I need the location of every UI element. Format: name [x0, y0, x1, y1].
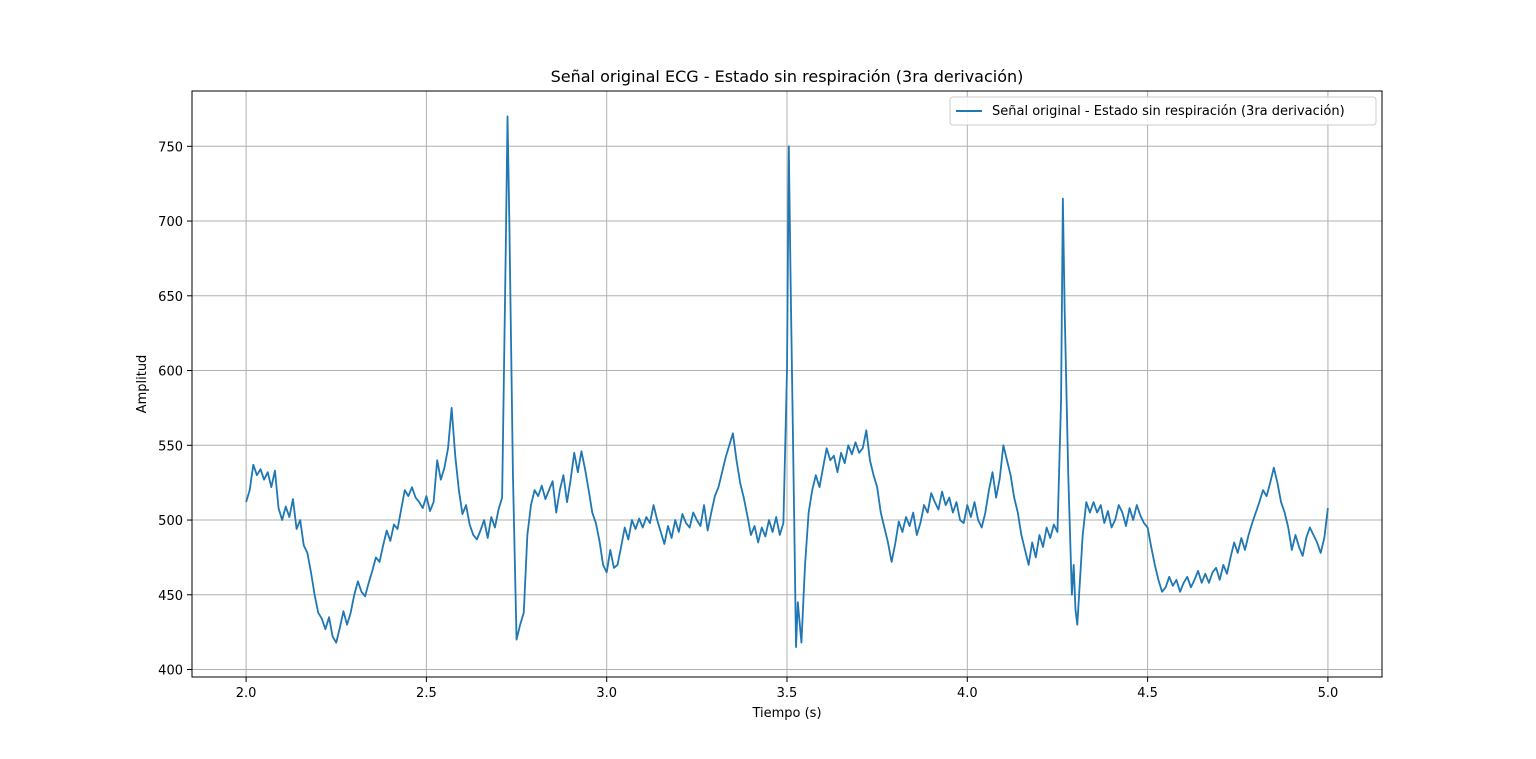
legend-label: Señal original - Estado sin respiración … [992, 104, 1345, 119]
y-tick-label: 500 [158, 514, 183, 529]
y-tick-label: 450 [158, 589, 183, 604]
x-tick-label: 2.0 [236, 686, 257, 701]
y-tick-label: 750 [158, 140, 183, 155]
x-tick-label: 5.0 [1318, 686, 1339, 701]
legend-box [949, 96, 1377, 126]
series-layer [245, 115, 1329, 648]
chart-title: Señal original ECG - Estado sin respirac… [551, 67, 1024, 86]
y-tick-label: 650 [158, 290, 183, 305]
legend: Señal original - Estado sin respiración … [949, 96, 1377, 126]
y-axis-label: Amplitud [135, 355, 150, 414]
grid [192, 91, 1382, 677]
series-line [245, 115, 1329, 648]
y-tick-label: 700 [158, 215, 183, 230]
y-tick-label: 400 [158, 664, 183, 679]
x-tick-label: 3.0 [596, 686, 617, 701]
x-axis-ticks: 2.0 2.5 3.0 3.5 4.0 4.5 5.0 [236, 677, 1339, 701]
x-axis-label: Tiempo (s) [751, 706, 821, 721]
x-tick-label: 3.5 [777, 686, 798, 701]
y-axis-ticks: 400 450 500 550 600 650 700 750 [158, 140, 192, 679]
y-tick-label: 550 [158, 439, 183, 454]
x-tick-label: 4.0 [957, 686, 978, 701]
y-tick-label: 600 [158, 365, 183, 380]
x-tick-label: 4.5 [1137, 686, 1158, 701]
x-tick-label: 2.5 [416, 686, 437, 701]
